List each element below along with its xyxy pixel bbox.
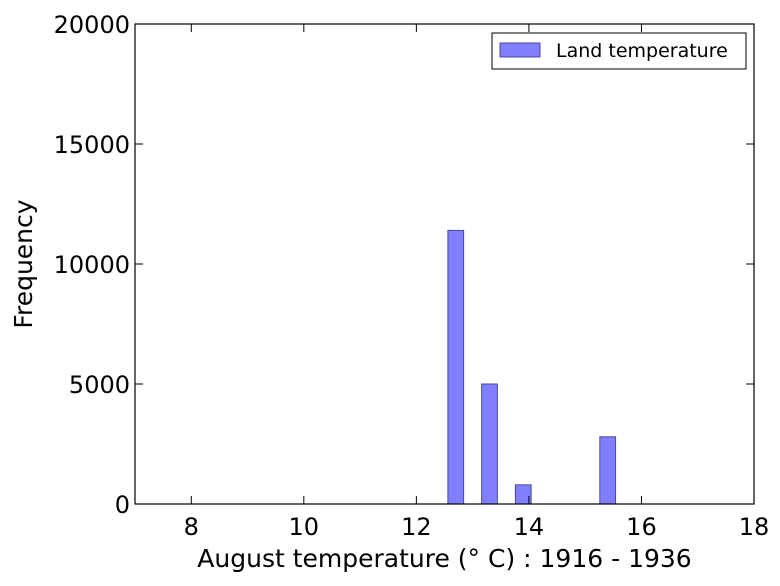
bars-group [447, 229, 617, 505]
x-tick-label: 16 [626, 513, 657, 541]
y-axis-label: Frequency [9, 199, 38, 328]
bar [447, 229, 465, 505]
tick-labels-group: 8 10 12 14 16 18 0 5000 10000 15000 20000 [54, 11, 770, 541]
ticks-group [135, 23, 755, 505]
y-tick-label: 15000 [54, 131, 130, 159]
x-tick-label: 8 [184, 513, 199, 541]
y-tick-label: 0 [115, 491, 130, 519]
legend: Land temperature [491, 32, 747, 70]
x-tick-label: 12 [401, 513, 432, 541]
x-tick-label: 14 [514, 513, 545, 541]
plot-frame [134, 23, 755, 505]
y-tick-label: 5000 [69, 371, 130, 399]
legend-swatch [499, 42, 541, 58]
y-tick-label: 20000 [54, 11, 130, 39]
y-tick-label: 10000 [54, 251, 130, 279]
bar [481, 383, 498, 505]
x-axis-label: August temperature (° C) : 1916 - 1936 [197, 544, 691, 573]
x-tick-label: 18 [739, 513, 770, 541]
x-tick-label: 10 [289, 513, 320, 541]
legend-label: Land temperature [556, 40, 728, 62]
bar [599, 436, 617, 505]
